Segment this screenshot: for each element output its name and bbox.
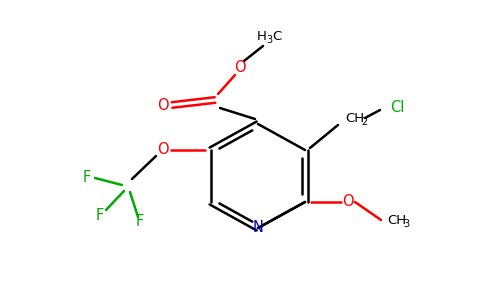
Text: CH: CH <box>345 112 364 124</box>
Text: H: H <box>257 29 267 43</box>
Text: F: F <box>83 170 91 185</box>
Text: F: F <box>136 214 144 230</box>
Text: F: F <box>96 208 104 223</box>
Text: N: N <box>253 220 263 236</box>
Text: 2: 2 <box>361 117 367 127</box>
Text: 3: 3 <box>266 35 272 45</box>
Text: O: O <box>342 194 354 209</box>
Text: Cl: Cl <box>390 100 404 115</box>
Text: C: C <box>272 29 281 43</box>
Text: O: O <box>157 98 169 112</box>
Text: 3: 3 <box>403 219 409 229</box>
Text: O: O <box>157 142 169 158</box>
Text: O: O <box>234 61 246 76</box>
Text: CH: CH <box>387 214 406 226</box>
